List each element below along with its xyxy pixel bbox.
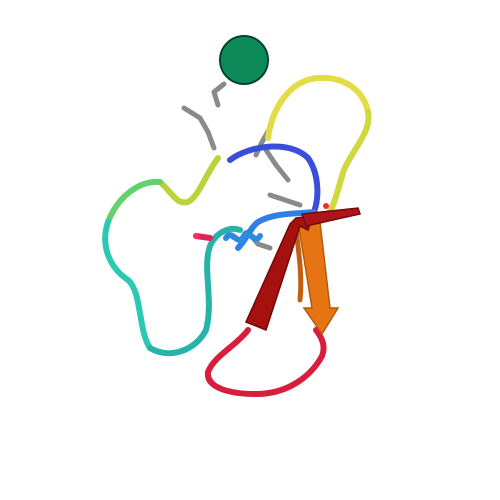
beta-strand-orange [297, 221, 340, 336]
chain-termini [193, 203, 329, 239]
helix-turn [193, 230, 263, 243]
beta-strands [244, 207, 361, 336]
beta-strand-red-top [300, 207, 361, 227]
ligand-sphere [219, 35, 269, 85]
backbone-loop-bottom [204, 327, 327, 397]
sidechain-sticks [181, 81, 303, 251]
backbone-loop-left [102, 143, 321, 357]
